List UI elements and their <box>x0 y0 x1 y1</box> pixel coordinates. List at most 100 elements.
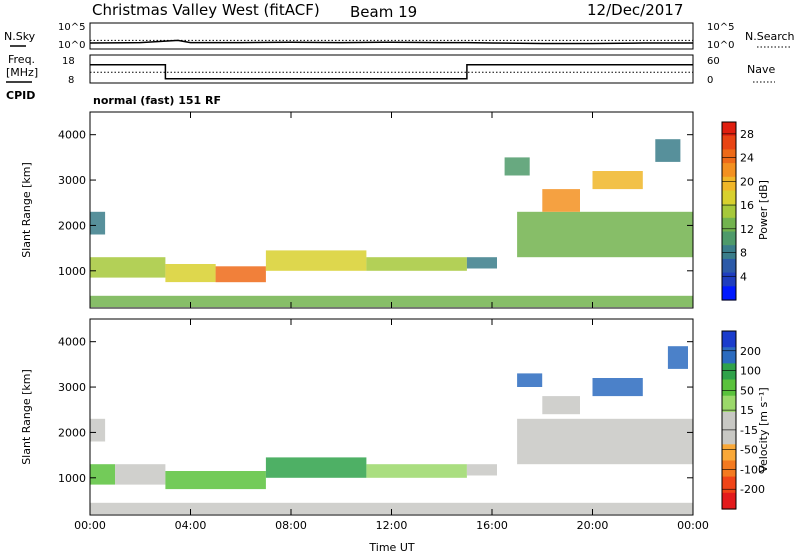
y-tick-label: 4000 <box>58 336 86 349</box>
velocity-y-axis: 1000 2000 3000 4000 <box>58 336 693 485</box>
velocity-colorbar: 200 100 50 15 -15 -50 -100 -200 <box>721 330 765 510</box>
power-colorbar-label: Power [dB] <box>757 180 770 240</box>
echo-region <box>667 346 688 369</box>
noise-panel-frame <box>89 22 694 50</box>
colorbar-swatch <box>722 460 736 478</box>
colorbar-frame <box>721 121 737 301</box>
echo-region <box>90 295 693 308</box>
x-tick-label: 00:00 <box>74 519 106 532</box>
nave-tick-top: 60 <box>707 56 720 67</box>
freq-label: Freq. <box>8 53 35 66</box>
colorbar-tick-label: 28 <box>740 128 754 141</box>
cpid-label: CPID <box>6 89 35 102</box>
x-tick-label: 08:00 <box>275 519 307 532</box>
power-data-region <box>90 139 693 308</box>
echo-region <box>504 157 530 176</box>
colorbar-swatch <box>722 286 736 301</box>
echo-region <box>265 250 367 271</box>
colorbar-swatch <box>722 217 736 233</box>
echo-region <box>115 464 166 485</box>
colorbar-tick-label: -15 <box>740 424 758 437</box>
echo-region <box>90 257 166 278</box>
freq-unit-label: [MHz] <box>6 66 38 79</box>
colorbar-tick-label: 24 <box>740 152 754 165</box>
power-colorbar: 4 8 12 16 20 24 28 <box>721 121 754 301</box>
echo-region <box>165 264 216 283</box>
echo-region <box>90 502 693 515</box>
power-ylabel: Slant Range [km] <box>20 162 33 258</box>
echo-region <box>517 211 693 258</box>
echo-region <box>466 257 497 269</box>
echo-region <box>366 464 467 478</box>
colorbar-tick-label: 50 <box>740 384 754 397</box>
y-tick-label: 2000 <box>58 426 86 439</box>
colorbar-tick-label: 20 <box>740 175 754 188</box>
colorbar-swatch <box>722 492 736 510</box>
beam-label: Beam 19 <box>350 3 417 21</box>
noise-tick-top-left: 10^5 <box>58 22 85 33</box>
velocity-data-region <box>90 346 693 515</box>
echo-region <box>542 189 580 212</box>
y-tick-label: 1000 <box>58 265 86 278</box>
colorbar-tick-label: 100 <box>740 365 761 378</box>
nsky-noise-line <box>89 39 693 45</box>
colorbar-swatch <box>722 379 736 397</box>
echo-region <box>517 373 543 387</box>
echo-region <box>90 211 106 235</box>
echo-region <box>592 378 643 397</box>
freq-tick-top: 18 <box>62 56 75 67</box>
y-tick-label: 3000 <box>58 174 86 187</box>
echo-region <box>265 457 367 478</box>
noise-tick-top-right: 10^5 <box>707 22 734 33</box>
echo-region <box>90 418 106 442</box>
colorbar-swatch <box>722 411 736 429</box>
echo-region <box>655 139 681 162</box>
frequency-line <box>90 64 693 80</box>
x-tick-label: 12:00 <box>376 519 408 532</box>
noise-tick-bottom-left: 10^0 <box>58 40 85 51</box>
nsearch-label: N.Search <box>745 30 795 43</box>
echo-region <box>165 471 266 490</box>
colorbar-swatch <box>722 347 736 364</box>
echo-region <box>517 418 693 465</box>
colorbar-tick-label: -100 <box>740 463 765 476</box>
colorbar-tick-label: -50 <box>740 444 758 457</box>
colorbar-swatch <box>722 135 736 150</box>
freq-tick-bottom: 8 <box>68 75 74 86</box>
velocity-colorbar-label: Velocity [m s⁻¹] <box>757 387 770 472</box>
colorbar-swatch <box>722 122 736 137</box>
colorbar-swatch <box>722 363 736 381</box>
nave-label: Nave <box>747 63 775 76</box>
colorbar-frame <box>721 330 737 510</box>
echo-region <box>366 257 467 271</box>
colorbar-swatch <box>722 395 736 413</box>
velocity-ylabel: Slant Range [km] <box>20 369 33 465</box>
cpid-text: normal (fast) 151 RF <box>93 94 221 107</box>
power-y-axis: 1000 2000 3000 4000 <box>58 129 693 278</box>
echo-region <box>215 266 266 283</box>
colorbar-swatch <box>722 163 736 178</box>
colorbar-tick-label: 8 <box>740 247 747 260</box>
y-tick-label: 2000 <box>58 219 86 232</box>
x-tick-label: 04:00 <box>175 519 207 532</box>
echo-region <box>542 396 580 415</box>
echo-region <box>592 171 643 190</box>
date-label: 12/Dec/2017 <box>587 1 683 19</box>
colorbar-swatch <box>722 190 736 205</box>
noise-tick-bottom-right: 10^0 <box>707 40 734 51</box>
y-tick-label: 1000 <box>58 472 86 485</box>
colorbar-swatch <box>722 176 736 192</box>
y-tick-label: 4000 <box>58 129 86 142</box>
colorbar-swatch <box>722 149 736 164</box>
colorbar-tick-label: -200 <box>740 483 765 496</box>
nave-tick-bottom: 0 <box>707 75 713 86</box>
colorbar-swatch <box>722 258 736 274</box>
colorbar-tick-label: 12 <box>740 223 754 236</box>
time-axis-label: Time UT <box>368 541 414 554</box>
colorbar-tick-label: 16 <box>740 199 754 212</box>
station-title: Christmas Valley West (fitACF) <box>92 1 320 19</box>
x-tick-label: 00:00 <box>677 519 709 532</box>
x-tick-label: 16:00 <box>476 519 508 532</box>
velocity-x-axis: 00:00 04:00 08:00 12:00 16:00 20:00 00:00 <box>74 319 709 532</box>
colorbar-swatch <box>722 428 736 445</box>
